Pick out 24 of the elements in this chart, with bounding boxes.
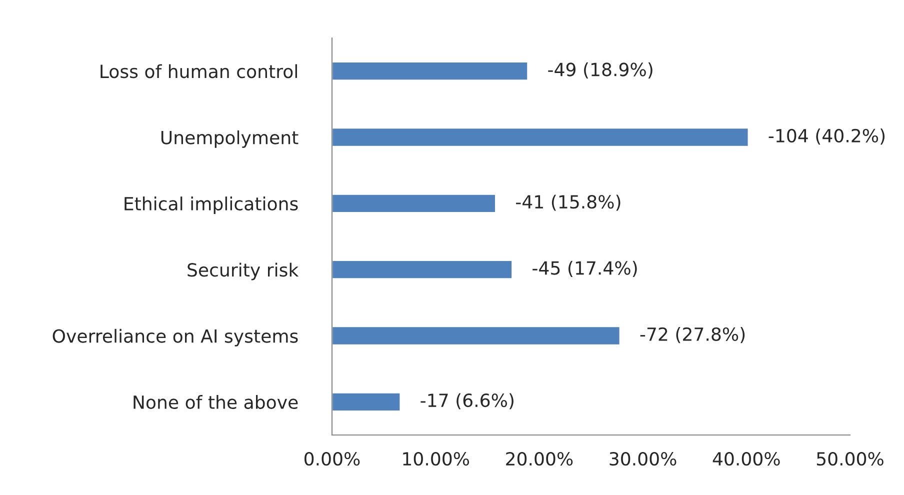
x-tick-label: 30.00% [610,452,676,466]
data-label: -72 (27.8%) [640,327,745,344]
x-tick-label: 0.00% [304,452,360,466]
x-tick-label: 20.00% [506,452,573,466]
bar [332,193,496,214]
x-tick-label: 50.00% [816,452,884,466]
y-tick-label: Loss of human control [100,64,297,78]
bar [332,326,621,346]
y-tick-label: None of the above [134,395,298,410]
data-label: -49 (18.9%) [548,62,652,78]
data-label: -104 (40.2%) [768,128,885,145]
y-tick-label: Security risk [188,262,299,280]
y-tick-label: Unempolyment [161,130,298,148]
data-label: -41 (15.8%) [516,194,620,211]
bar [332,61,528,82]
data-label: -45 (17.4%) [532,260,637,277]
x-tick-label: 40.00% [712,452,780,466]
bar [332,392,402,412]
bar [332,127,750,148]
x-tick-label: 10.00% [403,452,470,466]
data-label: -17 (6.6%) [420,393,514,410]
bar [332,260,513,280]
y-tick-label: Ethical implications [124,196,298,214]
y-tick-label: Overreliance on AI systems [52,328,298,346]
